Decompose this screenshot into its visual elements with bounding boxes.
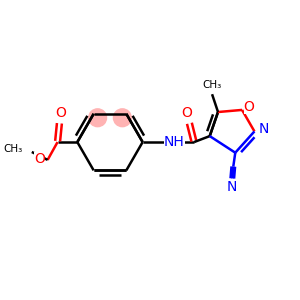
Text: CH₃: CH₃	[4, 144, 23, 154]
Circle shape	[89, 109, 106, 127]
Text: N: N	[227, 180, 238, 194]
Text: O: O	[34, 152, 45, 166]
Text: O: O	[244, 100, 254, 114]
Text: NH: NH	[164, 135, 185, 149]
Text: O: O	[181, 106, 192, 120]
Text: CH₃: CH₃	[202, 80, 222, 90]
Text: O: O	[55, 106, 66, 120]
Text: N: N	[258, 122, 268, 136]
Circle shape	[113, 109, 131, 127]
